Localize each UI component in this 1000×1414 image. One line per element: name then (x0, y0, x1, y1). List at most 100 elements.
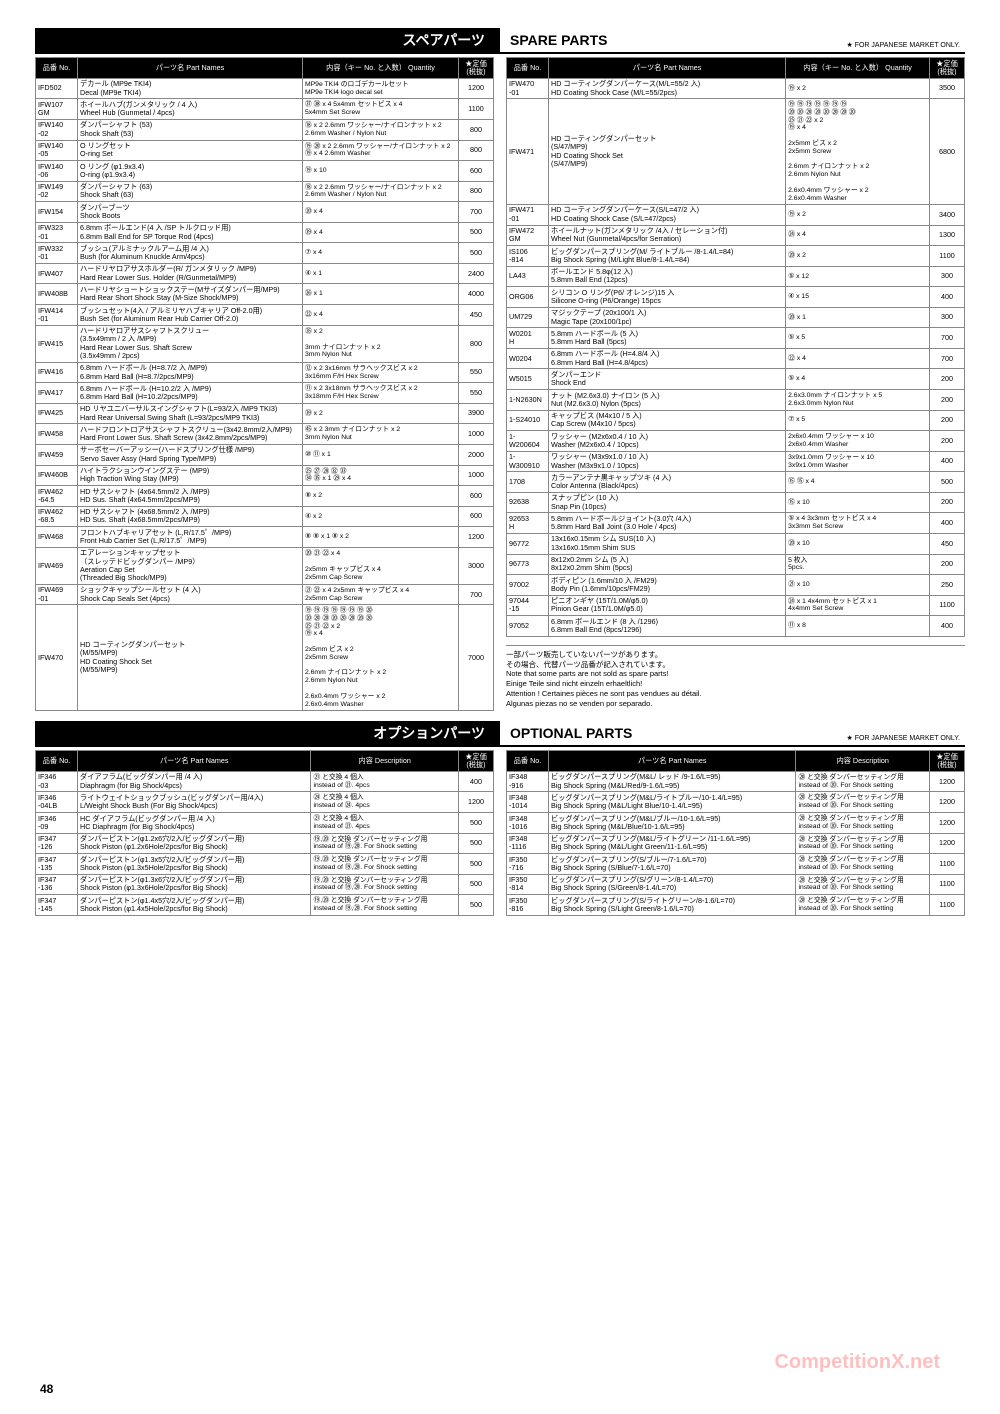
table-row: IFW408Bハードリヤショートショックステー(Mサイズダンパー用/MP9) H… (36, 284, 494, 305)
cell-qty: ⑳ と交換 ダンパーセッティング用 instead of ⑳. For Shoc… (796, 854, 930, 875)
optional-tables: 品番 No. パーツ名 Part Names 内容 Description ★定… (35, 750, 965, 916)
cell-price: 1200 (930, 792, 965, 813)
cell-price: 1200 (459, 78, 494, 99)
cell-qty: 3x9x1.0mm ワッシャー x 10 3x9x1.0mm Washer (786, 451, 930, 472)
col-name: パーツ名 Part Names (549, 58, 786, 79)
cell-no: IFW407 (36, 263, 78, 284)
cell-name: ハードリヤショートショックステー(Mサイズダンパー用/MP9) Hard Rea… (78, 284, 303, 305)
cell-qty: ⑳ と交換 ダンパーセッティング用 instead of ⑳. For Shoc… (796, 833, 930, 854)
table-row: IFW4166.8mm ハードボール (H=8.7/2 入 /MP9) 6.8m… (36, 362, 494, 383)
cell-no: IS106 -814 (507, 246, 549, 267)
cell-price: 250 (930, 575, 965, 596)
cell-no: 1-S24010 (507, 410, 549, 431)
cell-price: 600 (459, 506, 494, 527)
cell-price: 200 (930, 410, 965, 431)
col-price: ★定価 (税抜) (930, 58, 965, 79)
table-row: IFW471HD コーティングダンパーセット (S/47/MP9) HD Coa… (507, 99, 965, 205)
cell-price: 700 (459, 202, 494, 223)
cell-no: IFW417 (36, 383, 78, 404)
col-no: 品番 No. (36, 751, 78, 772)
cell-qty: ㉔ と交換 4 個入 instead of ㉔. 4pcs (311, 792, 459, 813)
cell-no: IF348 -1014 (507, 792, 549, 813)
cell-name: O リングセット O-ring Set (78, 140, 303, 161)
cell-qty: ㊺ x 2 3mm ナイロンナット x 2 3mm Nylon Nut (302, 424, 458, 445)
cell-qty: ⑳ ㉑ ㉒ x 4 2x5mm キャップビス x 4 2x5mm Cap Scr… (302, 547, 458, 584)
cell-price: 1200 (930, 833, 965, 854)
cell-no: IFW107 GM (36, 99, 78, 120)
table-row: IF350 -716ビッグダンパースプリング(S/ブルー/7-1.6/L=70)… (507, 854, 965, 875)
cell-price: 500 (459, 243, 494, 264)
cell-qty: ⑩ ⑪ x 1 (302, 444, 458, 465)
cell-no: IF347 -126 (36, 833, 78, 854)
cell-qty: ㉖ x 1 (302, 284, 458, 305)
cell-price: 400 (930, 451, 965, 472)
cell-price: 450 (930, 533, 965, 554)
cell-no: LA43 (507, 266, 549, 287)
cell-price: 800 (459, 181, 494, 202)
cell-qty: ⑳ x 4 (302, 202, 458, 223)
col-desc: 内容 Description (796, 751, 930, 772)
cell-name: ホイールハブ(ガンメタリック / 4 入) Wheel Hub (Gunmeta… (78, 99, 303, 120)
table-row: IFW458ハードフロントロアサスシャフトスクリュー(3x42.8mm/2入/M… (36, 424, 494, 445)
cell-qty: ⑧ ⑧ x 1 ⑧ x 2 (302, 527, 458, 548)
col-no: 品番 No. (507, 751, 549, 772)
cell-qty: ⑤ x 4 3x3mm セットビス x 4 3x3mm Set Screw (786, 513, 930, 534)
table-row: IFW468フロントハブキャリアセット (L,R/17.5゜/MP9) Fron… (36, 527, 494, 548)
cell-price: 1200 (930, 813, 965, 834)
cell-no: 92638 (507, 492, 549, 513)
table-row: 1708カラーアンテナ黒キャップツキ (4 入) Color Antenna (… (507, 472, 965, 493)
table-row: IFW140 -05O リングセット O-ring Set⑲ ⑳ x 2 2.6… (36, 140, 494, 161)
cell-no: 97052 (507, 616, 549, 637)
cell-name: ショックキャップシールセット (4 入) Shock Cap Seals Set… (78, 584, 303, 605)
cell-no: UM729 (507, 307, 549, 328)
cell-price: 2400 (459, 263, 494, 284)
page-number: 48 (40, 1382, 53, 1396)
cell-price: 200 (930, 390, 965, 411)
section-title-jp: スペアパーツ (35, 28, 500, 52)
cell-name: ブッシュセット(4入 / アルミリヤハブキャリア Off-2.0用) Bush … (78, 305, 303, 326)
table-row: IF347 -145ダンパーピストン(φ1.4x5穴/2入/ビッグダンパー用) … (36, 895, 494, 916)
table-row: IFW140 -02ダンパーシャフト (53) Shock Shaft (53)… (36, 119, 494, 140)
table-row: IF350 -816ビッグダンパースプリング(S/ライトグリーン/8-1.6/L… (507, 895, 965, 916)
cell-price: 1100 (930, 895, 965, 916)
cell-qty: ⑲,⑳ と交換 ダンパーセッティング用 instead of ⑲,⑳. For … (311, 833, 459, 854)
cell-qty: ⑱ x 2 2.6mm ワッシャー/ナイロンナット x 2 2.6mm Wash… (302, 181, 458, 202)
cell-price: 1100 (459, 99, 494, 120)
section-header-spare: スペアパーツ SPARE PARTS ★ FOR JAPANESE MARKET… (35, 30, 965, 54)
spare-table-right: 品番 No. パーツ名 Part Names 内容（キー No. と入数） Qu… (506, 57, 965, 637)
cell-qty: ⑳ と交換 ダンパーセッティング用 instead of ⑳. For Shoc… (796, 771, 930, 792)
cell-name: ナット (M2.6x3.0) ナイロン (5 入) Nut (M2.6x3.0)… (549, 390, 786, 411)
cell-qty: ⑳ x 1 (786, 307, 930, 328)
cell-name: 5.8mm ハードボール (5 入) 5.8mm Hard Ball (5pcs… (549, 328, 786, 349)
cell-no: IF348 -1016 (507, 813, 549, 834)
table-row: IS106 -814ビッグダンパースプリング(M/ ライトブルー /8-1.4/… (507, 246, 965, 267)
table-row: IFW471 -01HD コーティングダンパーケース(S/L=47/2 入) H… (507, 204, 965, 225)
cell-price: 800 (459, 119, 494, 140)
market-note: ★ FOR JAPANESE MARKET ONLY. (846, 41, 960, 49)
cell-qty: MP9e TKI4 のロゴデカールセット MP9e TKI4 logo deca… (302, 78, 458, 99)
cell-price: 3000 (459, 547, 494, 584)
table-row: IF347 -126ダンパーピストン(φ1.2x6穴/2入/ビッグダンパー用) … (36, 833, 494, 854)
cell-no: IF350 -816 (507, 895, 549, 916)
cell-name: 6.8mm ハードボール (H=8.7/2 入 /MP9) 6.8mm Hard… (78, 362, 303, 383)
spare-tables: 品番 No. パーツ名 Part Names 内容（キー No. と入数） Qu… (35, 57, 965, 711)
cell-price: 2000 (459, 444, 494, 465)
cell-no: IFW149 -02 (36, 181, 78, 202)
cell-name: カラーアンテナ黒キャップツキ (4 入) Color Antenna (Blac… (549, 472, 786, 493)
table-row: 1-W300910ワッシャー (M3x9x1.0 / 10 入) Washer … (507, 451, 965, 472)
cell-qty: ㉒ x 4 (302, 305, 458, 326)
cell-qty: ㉔ x 1 4x4mm セットビス x 1 4x4mm Set Screw (786, 595, 930, 616)
cell-name: HD リヤユニバーサルスイングシャフト(L=93/2入 /MP9 TKI3) H… (78, 403, 303, 424)
cell-qty: ⑲ x 10 (302, 161, 458, 182)
table-row: IF348 -1014ビッグダンパースプリング(M&L/ライトブルー/10-1.… (507, 792, 965, 813)
cell-no: ORG06 (507, 287, 549, 308)
cell-no: W0201 H (507, 328, 549, 349)
cell-no: IFW470 -01 (507, 78, 549, 99)
table-row: 97044 -15ピニオンギヤ (15T/1.0M/φ5.0) Pinion G… (507, 595, 965, 616)
cell-price: 1200 (930, 771, 965, 792)
cell-name: ダンパーピストン(φ1.2x6穴/2入/ビッグダンパー用) Shock Pist… (78, 833, 311, 854)
cell-qty: ⑮ x 10 (786, 492, 930, 513)
cell-qty: 5 枚入 5pcs. (786, 554, 930, 575)
cell-qty: ④ x 15 (786, 287, 930, 308)
col-name: パーツ名 Part Names (78, 58, 303, 79)
